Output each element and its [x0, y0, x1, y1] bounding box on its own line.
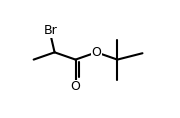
Text: O: O	[71, 80, 80, 93]
Text: O: O	[91, 46, 101, 59]
Text: Br: Br	[44, 24, 57, 37]
